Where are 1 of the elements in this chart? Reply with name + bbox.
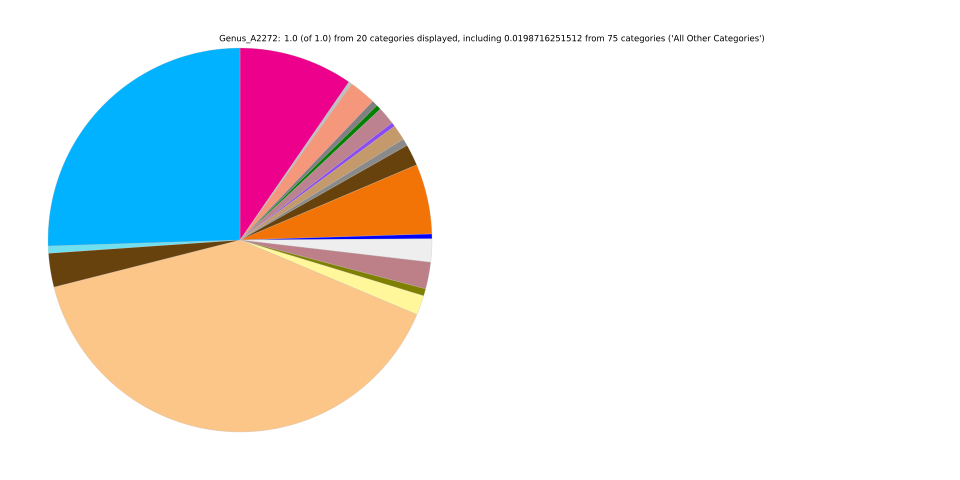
text: Genus_A2272: 1.0 (of 1.0) from 20 categories displayed, including 0.0198716251512 from 75 categories ('All Other Categories') xyxy=(220,34,764,44)
